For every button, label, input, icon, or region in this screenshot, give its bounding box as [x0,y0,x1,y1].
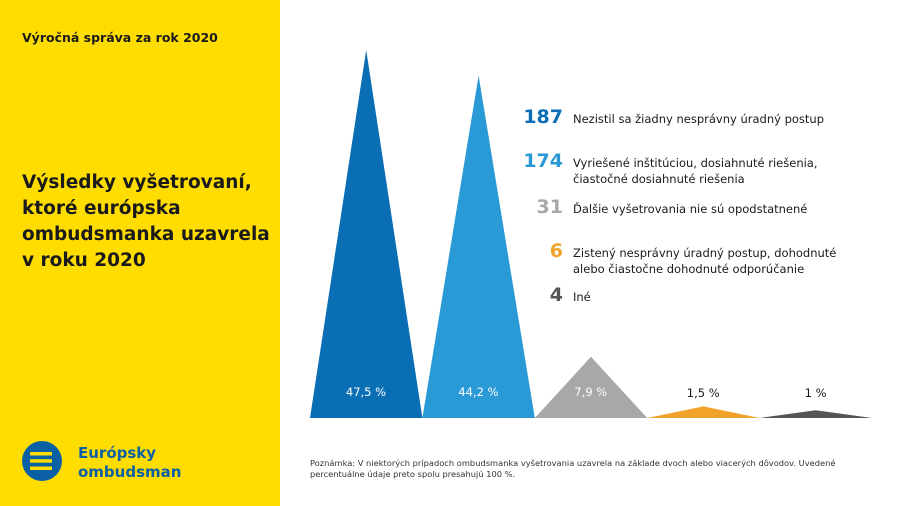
value-label: 47,5 % [345,385,387,399]
legend-count: 187 [523,106,563,128]
value-label: 1 % [804,386,827,400]
value-label: 44,2 % [458,385,499,399]
note: Poznámka: V niektorých prípadoch ombudsm… [310,458,836,479]
legend-label: Nezistil sa žiadny nesprávny úradný post… [573,112,825,126]
legend-label: Iné [573,290,591,304]
side-panel: Výročná správa za rok 2020 Výsledky vyše… [0,0,280,506]
legend-count: 6 [549,240,563,262]
triangle-bar [759,410,872,418]
legend-count: 4 [549,284,563,306]
legend-count: 174 [523,150,563,172]
triangle-bar [422,75,535,418]
chart-title: Výsledky vyšetrovaní, ktoré európska omb… [22,172,270,271]
legend-label: Vyriešené inštitúciou, dosiahnuté riešen… [573,156,818,186]
triangle-bar [647,406,760,418]
triangle-bar [534,356,648,418]
logo-text: Európsky ombudsman [78,444,182,481]
logo-icon [22,441,62,481]
value-label: 1,5 % [686,386,720,400]
legend-count: 31 [536,196,563,218]
triangle-bar [310,50,423,418]
legend-label: Ďalšie vyšetrovania nie sú opodstatnené [573,202,808,216]
legend-label: Zistený nesprávny úradný postup, dohodnu… [573,246,837,276]
value-label: 7,9 % [574,385,608,399]
header: Výročná správa za rok 2020 [22,30,218,45]
